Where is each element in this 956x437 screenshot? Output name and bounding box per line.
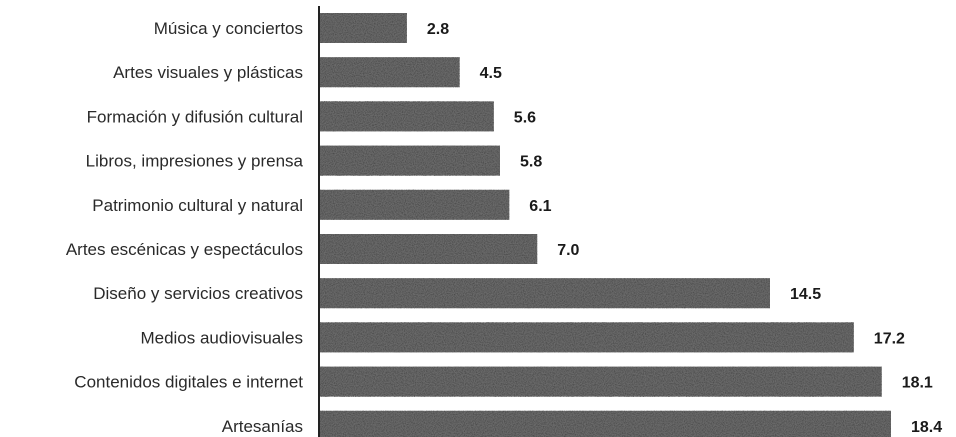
category-label: Libros, impresiones y prensa [86,152,304,171]
value-labels-layer: 2.8 4.5 5.6 5.8 6.1 7.0 14.5 17.2 18.1 18.4 [427,21,942,436]
bar [320,278,770,309]
bar [320,189,510,220]
category-label: Artesanías [222,417,303,436]
bar [320,410,891,437]
value-label: 2.8 [427,21,449,38]
value-label: 7.0 [557,242,579,259]
category-label: Medios audiovisuales [140,328,303,347]
value-label: 14.5 [790,286,821,303]
category-label: Contenidos digitales e internet [74,373,303,392]
bar [320,234,538,264]
bar [320,322,854,353]
value-label: 5.6 [514,109,536,126]
value-label: 18.4 [911,419,942,436]
value-label: 18.1 [902,375,933,392]
value-label: 4.5 [480,65,502,82]
bar [320,101,494,132]
category-label: Patrimonio cultural y natural [92,196,303,215]
category-label: Música y conciertos [154,19,303,38]
bar [320,366,882,397]
value-label: 6.1 [529,198,551,215]
category-label: Artes visuales y plásticas [113,63,303,82]
bar [320,13,407,43]
bars-layer [320,13,891,437]
value-label: 17.2 [874,330,905,347]
category-label: Artes escénicas y espectáculos [66,240,303,259]
category-label: Diseño y servicios creativos [93,284,303,303]
bar [320,57,460,88]
category-label: Formación y difusión cultural [87,107,303,126]
bar [320,145,500,176]
category-labels-layer: Música y conciertos Artes visuales y plás… [66,19,304,436]
value-label: 5.8 [520,154,542,171]
